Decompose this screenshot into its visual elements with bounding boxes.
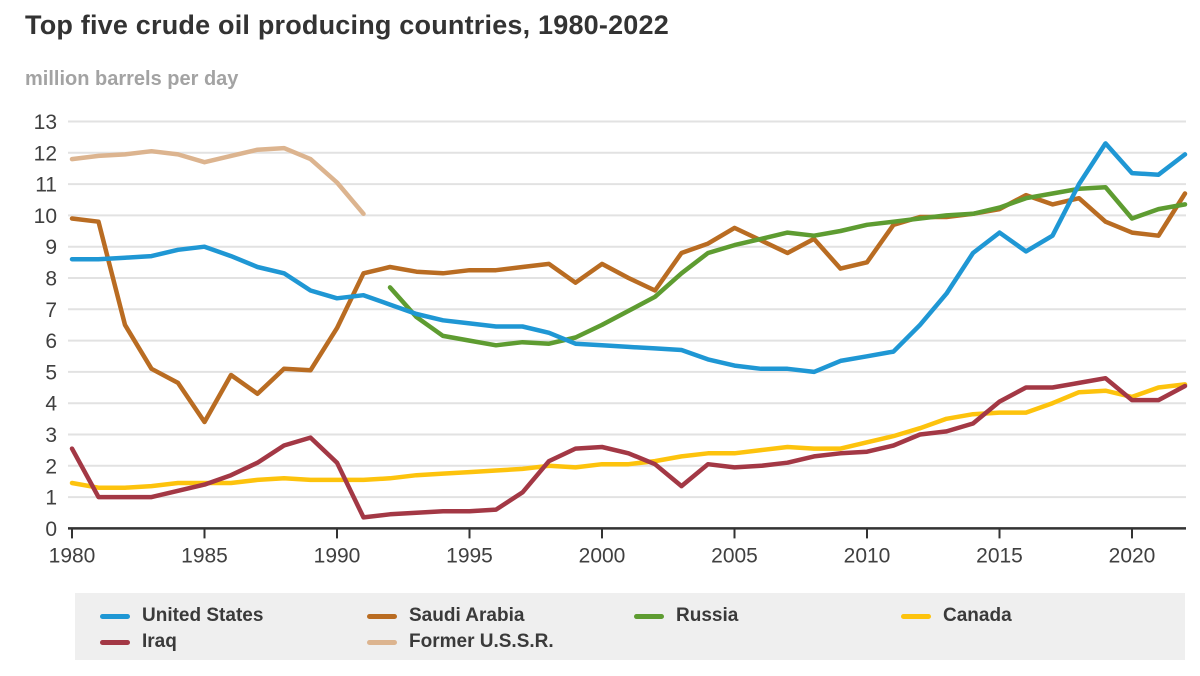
legend-swatch (367, 639, 397, 645)
y-axis-tick-label: 7 (45, 299, 57, 322)
series-line-united-states (69, 141, 1188, 375)
legend-item-former-u-s-s-r: Former U.S.S.R. (367, 630, 634, 654)
legend-item-canada: Canada (901, 604, 1168, 628)
y-axis-tick-label: 12 (34, 142, 57, 165)
legend-item-united-states: United States (100, 604, 367, 628)
legend-label: Saudi Arabia (409, 605, 525, 626)
legend-label: Iraq (142, 631, 177, 652)
legend-label: Canada (943, 605, 1012, 626)
legend: United States Saudi Arabia Russia Canada Ira… (75, 593, 1185, 660)
legend-item-iraq: Iraq (100, 630, 367, 654)
y-axis-tick-label: 3 (45, 424, 57, 447)
y-axis-tick-label: 11 (35, 174, 57, 197)
legend-swatch (100, 613, 130, 619)
x-axis-tick-label: 2005 (711, 544, 758, 567)
y-axis-tick-label: 5 (45, 361, 57, 384)
y-axis-tick-label: 1 (45, 487, 57, 510)
legend-swatch (634, 613, 664, 619)
y-axis-tick-label: 8 (45, 268, 57, 291)
x-axis-tick-label: 2020 (1109, 544, 1156, 567)
series-line-former-u-s-s-r (69, 145, 366, 217)
x-axis-tick-label: 1990 (314, 544, 361, 567)
x-axis-tick-label: 2010 (844, 544, 891, 567)
legend-swatch (100, 639, 130, 645)
y-axis-tick-label: 10 (34, 205, 57, 228)
legend-swatch (367, 613, 397, 619)
y-axis-tick-label: 4 (45, 393, 57, 416)
x-axis-tick-label: 2000 (579, 544, 626, 567)
chart-title: Top five crude oil producing countries, … (25, 10, 669, 40)
legend-label: Former U.S.S.R. (409, 631, 554, 652)
y-axis-tick-label: 0 (45, 518, 57, 541)
y-axis-tick-label: 13 (34, 111, 57, 134)
legend-item-russia: Russia (634, 604, 901, 628)
chart-y-axis-units-label: million barrels per day (25, 68, 239, 90)
x-axis-tick-label: 1995 (446, 544, 493, 567)
series-line-canada (69, 382, 1188, 490)
x-axis-tick-label: 1980 (49, 544, 96, 567)
x-axis-tick-label: 1985 (181, 544, 228, 567)
legend-label: United States (142, 605, 264, 626)
legend-item-saudi-arabia: Saudi Arabia (367, 604, 634, 628)
y-axis-tick-label: 9 (45, 236, 57, 259)
series-line-russia (387, 184, 1188, 348)
y-axis-tick-label: 6 (45, 330, 57, 353)
legend-label: Russia (676, 605, 739, 626)
series-line-iraq (69, 375, 1188, 520)
x-axis-tick-label: 2015 (976, 544, 1023, 567)
series-line-saudi-arabia (69, 191, 1188, 425)
y-axis-tick-label: 2 (45, 455, 57, 478)
legend-swatch (901, 613, 931, 619)
